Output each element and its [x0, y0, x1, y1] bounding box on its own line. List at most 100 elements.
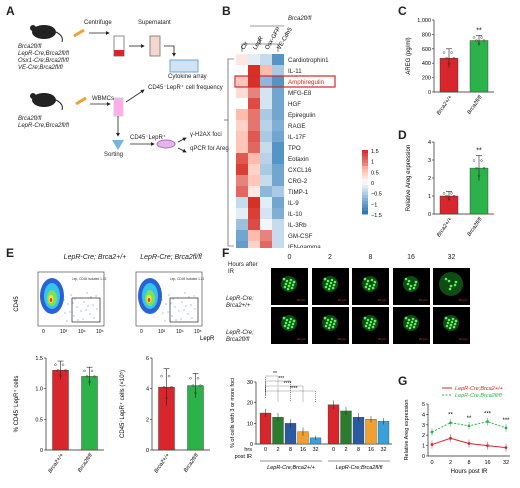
panel-d-chart: 0 1 2 3 4 Relative Areg expression Brca2+/+ Brc…: [406, 140, 494, 238]
gate-label: Lep, CD45 Isolated 1.21: [170, 277, 205, 281]
heatmap-cell: [248, 230, 260, 241]
data-point: [447, 62, 451, 65]
row-label: Epiregulin: [288, 112, 316, 119]
colorbar-tick: 0: [371, 181, 374, 187]
heatmap-cell: [248, 153, 260, 164]
heatmap-cell: [236, 131, 248, 142]
event-dot: [171, 315, 173, 317]
panel-label-f: F: [222, 246, 230, 260]
heatmap-cell: [272, 87, 284, 98]
y-tick-label: 4: [428, 140, 431, 146]
panel-g-chart: 0 1 2 3 4 5 Relative Areg expression 0 2 8 16 32 Hou…: [404, 386, 510, 475]
heatmap-cell: [236, 230, 248, 241]
event-dot: [164, 320, 166, 322]
x-row-label: post IR: [235, 454, 252, 460]
event-dot: [162, 312, 164, 314]
colorbar-tick: −1: [371, 202, 377, 208]
sorting-label: Sorting: [104, 152, 124, 158]
y-axis-label: % of cells with 3 or more foci: [230, 378, 236, 448]
y-tick-label: 20: [247, 401, 253, 407]
micrograph-svg: 20 μm: [362, 315, 387, 341]
significance: **: [476, 148, 482, 155]
foci: [406, 282, 409, 286]
row-label: RAGE: [288, 123, 306, 130]
colorbar-step: [362, 178, 368, 183]
heatmap-cell: [236, 65, 248, 76]
heatmap-cell: [272, 142, 284, 153]
x-tick-label: 8: [357, 447, 360, 453]
foci: [372, 283, 376, 287]
heatmap-cell: [272, 98, 284, 109]
heatmap-cell: [260, 76, 272, 87]
x-tick-label: Brca2+/+: [47, 452, 65, 474]
heatmap-cell: [248, 76, 260, 87]
heatmap-cell: [236, 98, 248, 109]
foci: [368, 323, 372, 327]
x-axis-label: Hours post IR: [451, 469, 488, 475]
colorbar-step: [362, 169, 368, 173]
foci-label: γ-H2AX foci: [190, 132, 222, 138]
event-dot: [174, 306, 176, 308]
heatmap-cell: [272, 120, 284, 131]
heatmap-cell: [236, 197, 248, 208]
foci: [283, 324, 287, 328]
y-tick-label: 2: [428, 176, 431, 182]
workflow-diagram: [30, 25, 199, 153]
heatmap-cell: [272, 76, 284, 87]
data-point: [480, 36, 483, 39]
foci: [365, 282, 369, 286]
y-axis-label: % CD45⁻LepR⁺ cells: [13, 376, 20, 433]
event-dot: [183, 309, 185, 311]
heatmap-cell: [236, 241, 248, 248]
x-tick-label: Brca2fl/fl: [466, 94, 484, 116]
foci: [451, 317, 455, 321]
data-point: [442, 192, 446, 195]
y-axis-label: Relative Areg expression: [404, 400, 410, 461]
event-dot: [175, 319, 177, 321]
row-label-ko: LepR-Cre; Brca2fl/fl: [226, 330, 254, 343]
x-tick-label: Brca2+/+: [153, 452, 171, 474]
row-label: Amphiregulin: [288, 79, 325, 86]
y-tick-label: 1: [428, 194, 431, 200]
event-dot: [193, 295, 195, 297]
colorbar-tick: 1.5: [371, 149, 379, 155]
foci: [453, 283, 457, 287]
foci: [407, 279, 410, 283]
freq-label: CD45⁻LepR⁺ cell frequency: [148, 85, 223, 91]
row-label: IL-3Rb: [288, 222, 307, 229]
y-tick-label: 0.5: [35, 417, 43, 423]
event-dot: [83, 301, 85, 303]
micrograph: 20 μm: [311, 307, 349, 344]
foci: [329, 320, 332, 324]
foci: [373, 319, 377, 323]
heatmap-cell: [248, 219, 260, 230]
data-point: [93, 375, 96, 378]
event-dot: [87, 305, 89, 307]
data-point: [452, 56, 456, 60]
event-dot: [86, 292, 88, 294]
event-dot: [82, 318, 84, 320]
foci: [404, 316, 407, 320]
foci: [286, 326, 290, 330]
flow-x-tick: 0: [42, 329, 45, 335]
data-point: [56, 369, 60, 372]
heatmap-cell: [248, 241, 260, 248]
bar: [81, 376, 98, 451]
y-tick-label: 0: [428, 90, 431, 96]
heatmap-cell: [248, 131, 260, 142]
data-point: [194, 391, 197, 395]
data-point: [482, 166, 486, 170]
foci: [407, 318, 410, 322]
data-point: [450, 51, 453, 54]
flow-x-tick: 10⁵: [96, 329, 104, 335]
colorbar-step: [362, 150, 368, 154]
micrograph-svg: 20 μm: [281, 276, 306, 302]
colorbar-step: [362, 166, 368, 170]
event-dot: [188, 296, 190, 298]
heatmap-cell: [236, 219, 248, 230]
heatmap-cell: [272, 197, 284, 208]
data-point: [450, 192, 453, 195]
y-tick-label: 200: [422, 76, 431, 82]
foci: [282, 316, 286, 320]
heatmap-cell: [260, 241, 272, 248]
